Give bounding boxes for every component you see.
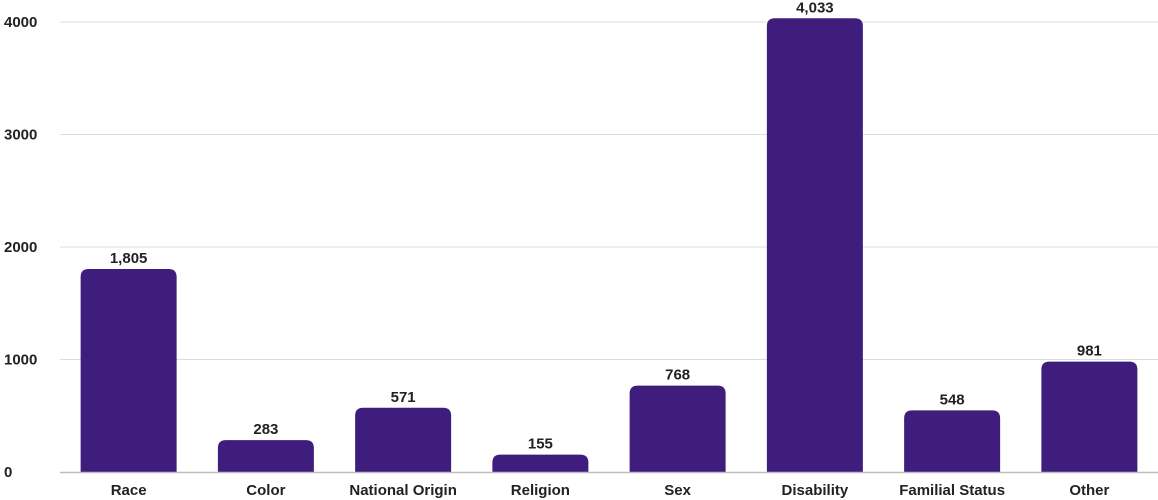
- bar-sex: [629, 385, 726, 472]
- bar-familial-status: [904, 410, 1001, 472]
- y-tick-label: 0: [4, 464, 12, 481]
- bar-other: [1041, 361, 1138, 472]
- x-axis-category-labels: Race Color National Origin Religion Sex Disab…: [111, 482, 1110, 499]
- data-labels: 1,805 283 571 155 768 4,033 548 981: [110, 0, 1102, 453]
- data-label: 4,033: [796, 0, 834, 16]
- data-label: 981: [1077, 343, 1102, 360]
- data-label: 768: [665, 367, 690, 384]
- bars: [80, 18, 1138, 472]
- x-category-label: National Origin: [349, 482, 457, 499]
- bar-national-origin: [355, 407, 452, 472]
- y-tick-label: 3000: [4, 127, 37, 144]
- y-tick-label: 2000: [4, 239, 37, 256]
- gridlines: [60, 21, 1158, 360]
- x-category-label: Race: [111, 482, 147, 499]
- bar-disability: [766, 18, 863, 472]
- y-tick-label: 1000: [4, 352, 37, 369]
- x-category-label: Other: [1069, 482, 1109, 499]
- bar-color: [217, 440, 314, 472]
- data-label: 155: [528, 436, 553, 453]
- x-category-label: Sex: [664, 482, 691, 499]
- x-category-label: Color: [246, 482, 285, 499]
- data-label: 548: [940, 391, 965, 408]
- y-tick-label: 4000: [4, 14, 37, 31]
- x-category-label: Disability: [782, 482, 849, 499]
- x-category-label: Religion: [511, 482, 570, 499]
- data-label: 571: [391, 389, 416, 406]
- data-label: 1,805: [110, 250, 148, 267]
- y-axis-tick-labels: 0 1000 2000 3000 4000: [4, 14, 37, 481]
- bar-religion: [492, 454, 589, 472]
- bar-race: [80, 268, 177, 472]
- x-category-label: Familial Status: [899, 482, 1005, 499]
- data-label: 283: [253, 421, 278, 438]
